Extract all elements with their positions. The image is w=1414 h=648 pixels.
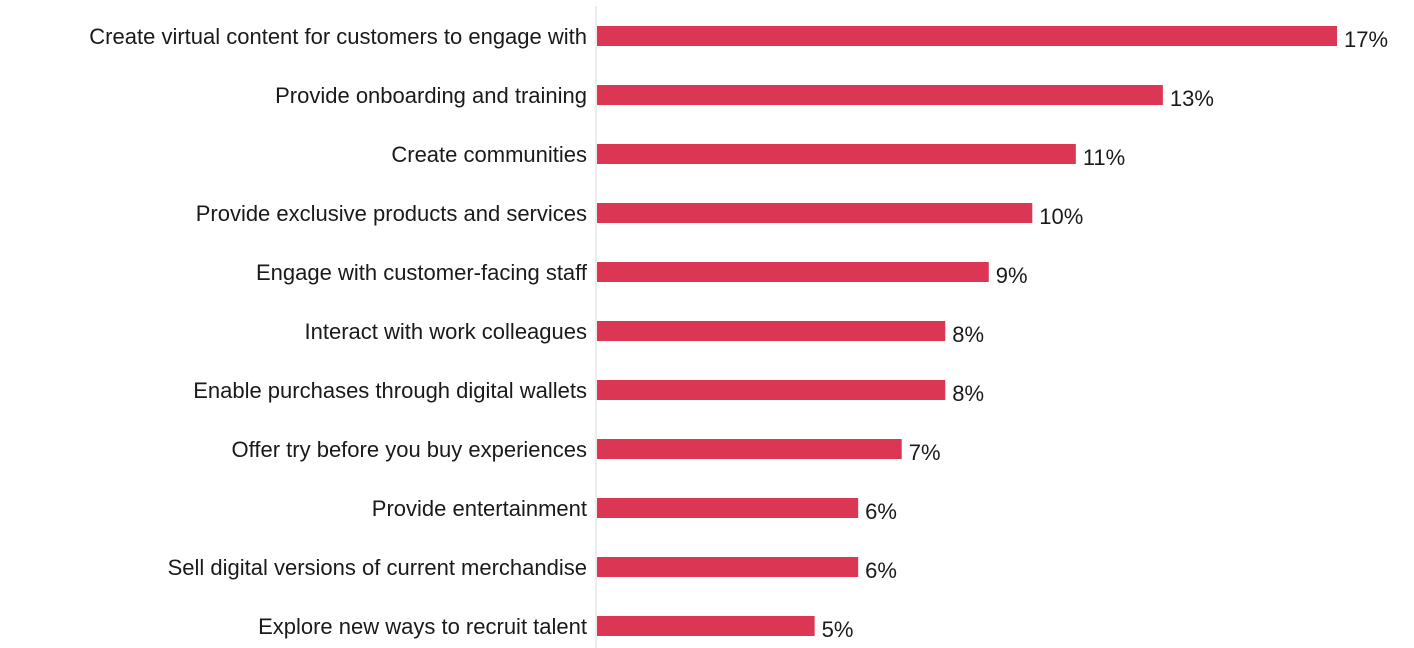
- bar: [597, 85, 1163, 105]
- category-label: Enable purchases through digital wallets: [193, 378, 587, 403]
- category-label: Sell digital versions of current merchan…: [168, 555, 587, 580]
- value-labels-group: 17% 13% 11% 10% 9% 8% 8% 7% 6% 6% 5%: [822, 27, 1388, 642]
- bar: [597, 380, 946, 400]
- category-label: Provide exclusive products and services: [196, 201, 587, 226]
- category-label: Provide onboarding and training: [275, 83, 587, 108]
- value-label: 10%: [1039, 204, 1083, 229]
- value-label: 5%: [822, 617, 854, 642]
- bar: [597, 26, 1337, 46]
- value-label: 6%: [865, 499, 897, 524]
- category-label: Engage with customer-facing staff: [256, 260, 588, 285]
- value-label: 8%: [952, 322, 984, 347]
- bars-group: [597, 26, 1337, 636]
- bar: [597, 616, 815, 636]
- bar: [597, 557, 859, 577]
- bar: [597, 262, 989, 282]
- value-label: 13%: [1170, 86, 1214, 111]
- category-label: Provide entertainment: [372, 496, 587, 521]
- bar: [597, 144, 1076, 164]
- value-label: 6%: [865, 558, 897, 583]
- value-label: 9%: [996, 263, 1028, 288]
- bar: [597, 203, 1033, 223]
- value-label: 11%: [1083, 145, 1125, 170]
- category-label: Explore new ways to recruit talent: [258, 614, 587, 639]
- category-label: Interact with work colleagues: [305, 319, 587, 344]
- value-label: 7%: [909, 440, 941, 465]
- bar: [597, 439, 902, 459]
- bar: [597, 498, 859, 518]
- category-label: Create communities: [391, 142, 587, 167]
- category-labels-group: Create virtual content for customers to …: [89, 24, 588, 639]
- bar: [597, 321, 946, 341]
- category-label: Create virtual content for customers to …: [89, 24, 587, 49]
- category-label: Offer try before you buy experiences: [232, 437, 587, 462]
- value-label: 8%: [952, 381, 984, 406]
- value-label: 17%: [1344, 27, 1388, 52]
